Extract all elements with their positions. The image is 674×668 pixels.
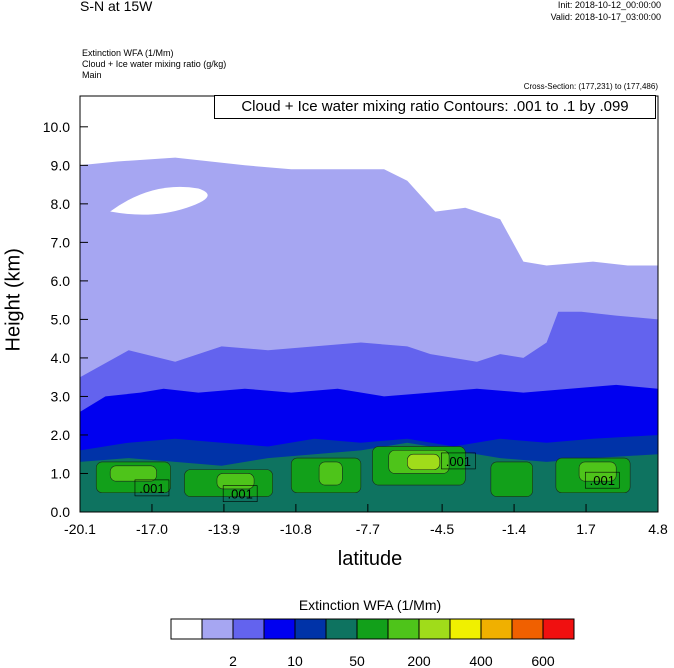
cell-8 (318, 461, 343, 486)
valid-time: Valid: 2018-10-17_03:00:00 (550, 12, 661, 22)
x-tick-label-0: -20.1 (64, 521, 96, 537)
y-tick-label-5: 5.0 (51, 311, 71, 327)
colorbar-box-12 (542, 618, 575, 640)
colorbar-box-6 (356, 618, 389, 640)
colorbar-box-0 (170, 618, 203, 640)
colorbar-box-9 (449, 618, 482, 640)
init-time: Init: 2018-10-12_00:00:00 (557, 0, 661, 10)
x-tick-label-3: -10.8 (280, 521, 312, 537)
cell-4 (490, 461, 533, 497)
y-tick-label-8: 8.0 (51, 196, 71, 212)
x-tick-label-8: 4.8 (648, 521, 668, 537)
contour-label-1: .001 (228, 487, 253, 502)
contour-label-box-1 (222, 485, 258, 502)
contour-label-box-2 (441, 452, 476, 470)
cell-10 (407, 453, 441, 470)
contour-labels: .001 .001 .001 .001 (134, 452, 620, 502)
colorbar-title: Extinction WFA (1/Mm) (298, 597, 442, 613)
y-tick-label-7: 7.0 (51, 234, 71, 250)
extinction-cells (95, 446, 631, 497)
clear-air-gap (110, 186, 208, 215)
contour-label-3: .001 (590, 473, 615, 488)
colorbar-box-3 (263, 618, 296, 640)
x-tick-label-1: -17.0 (136, 521, 168, 537)
y-tick-label-9: 9.0 (51, 157, 71, 173)
y-tick-label-0: 0.0 (51, 504, 71, 520)
y-tick-label-1: 1.0 (51, 465, 71, 481)
colorbar-label-0: 2 (229, 653, 237, 668)
cell-11 (578, 461, 617, 482)
colorbar-label-2: 50 (349, 653, 365, 668)
field-label-extinction: Extinction WFA (1/Mm) (82, 48, 174, 58)
field-label-mixing-ratio: Cloud + Ice water mixing ratio (g/kg) (82, 59, 227, 69)
colorbar-box-8 (418, 618, 451, 640)
colorbar-box-1 (201, 618, 234, 640)
x-tick-label-2: -13.9 (208, 521, 240, 537)
colorbar-box-11 (511, 618, 544, 640)
colorbar-label-4: 400 (469, 653, 493, 668)
x-axis: -20.1 -17.0 -13.9 -10.8 -7.7 -4.5 -1.4 1.7 4.8 (64, 504, 668, 537)
colorbar-box-2 (232, 618, 265, 640)
x-tick-label-4: -7.7 (356, 521, 380, 537)
colorbar-box-5 (325, 618, 358, 640)
contour-label-0: .001 (139, 481, 164, 496)
contour-info-box: Cloud + Ice water mixing ratio Contours:… (214, 95, 656, 119)
contour-label-2: .001 (446, 454, 471, 469)
colorbar-box-7 (387, 618, 420, 640)
y-tick-label-3: 3.0 (51, 388, 71, 404)
y-tick-label-10: 10.0 (43, 119, 70, 135)
y-axis-label: Height (km) (2, 248, 25, 352)
colorbar-box-10 (480, 618, 513, 640)
colorbar-box-4 (294, 618, 327, 640)
cell-6 (109, 465, 157, 482)
field-label-main: Main (82, 70, 102, 80)
colorbar-label-1: 10 (287, 653, 303, 668)
x-tick-label-6: -1.4 (502, 521, 526, 537)
x-tick-label-5: -4.5 (430, 521, 454, 537)
x-axis-label: latitude (337, 548, 403, 570)
y-tick-label-6: 6.0 (51, 273, 71, 289)
colorbar-label-5: 600 (531, 653, 555, 668)
contour-label-box-0 (134, 479, 170, 497)
colorbar-label-3: 200 (407, 653, 431, 668)
colorbar: 2 10 50 200 400 600 (170, 618, 575, 668)
y-tick-label-4: 4.0 (51, 350, 71, 366)
y-axis: 0.0 1.0 2.0 3.0 4.0 5.0 6.0 7.0 8.0 9.0 10.0 (43, 119, 88, 520)
cross-section-label: Cross-Section: (177,231) to (177,486) (523, 82, 658, 91)
cell-7 (216, 473, 255, 490)
chart-title: S-N at 15W (80, 0, 153, 14)
x-tick-label-7: 1.7 (576, 521, 596, 537)
contour-label-box-3 (584, 471, 620, 489)
y-tick-label-2: 2.0 (51, 427, 71, 443)
